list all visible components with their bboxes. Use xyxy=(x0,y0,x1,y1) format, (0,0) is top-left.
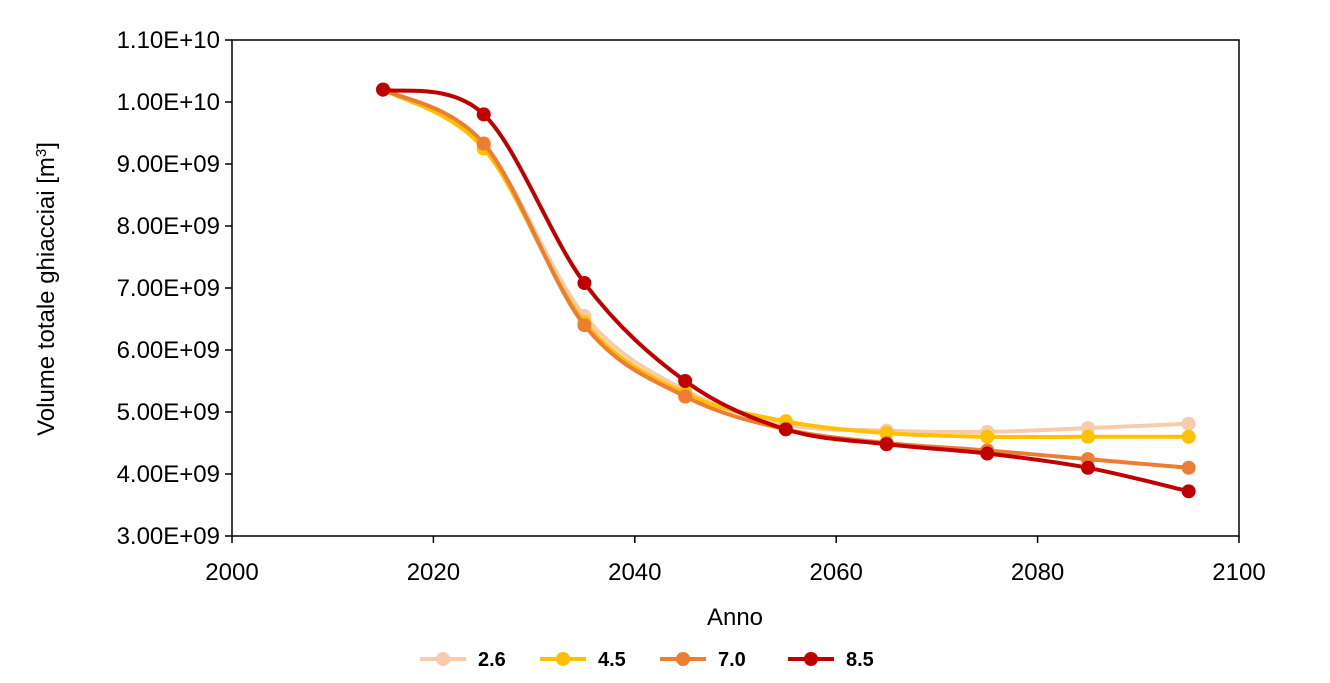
y-tick-label: 7.00E+09 xyxy=(117,275,220,302)
legend-item: 2.6 xyxy=(420,649,506,671)
data-point xyxy=(1181,460,1196,475)
x-tick-label: 2060 xyxy=(810,559,863,586)
series-line xyxy=(381,87,1191,470)
y-axis-title: Volume totale ghiacciai [m3] xyxy=(33,142,61,436)
y-tick-label: 4.00E+09 xyxy=(117,461,220,488)
legend-item: 8.5 xyxy=(788,649,874,671)
y-tick-label: 5.00E+09 xyxy=(117,399,220,426)
y-tick-label: 9.00E+09 xyxy=(117,151,220,178)
legend-swatch-marker xyxy=(556,652,570,666)
series-4.5 xyxy=(376,82,1196,444)
y-axis-ticks: 3.00E+09 4.00E+09 5.00E+09 6.00E+09 7.00E+09… xyxy=(117,27,232,550)
y-axis-title-main: Volume totale ghiacciai [m xyxy=(33,157,60,436)
legend-label: 8.5 xyxy=(846,649,874,671)
legend-swatch-marker xyxy=(804,652,818,666)
data-point xyxy=(980,446,995,461)
data-point xyxy=(476,136,491,151)
x-tick-label: 2020 xyxy=(407,559,460,586)
data-point xyxy=(778,422,793,437)
legend-swatch-marker xyxy=(676,652,690,666)
x-tick-label: 2080 xyxy=(1011,559,1064,586)
data-point xyxy=(1080,429,1095,444)
data-point xyxy=(980,429,995,444)
y-axis-title-close: ] xyxy=(33,142,60,149)
y-tick-label: 6.00E+09 xyxy=(117,337,220,364)
y-tick-label: 1.00E+10 xyxy=(117,89,220,116)
data-point xyxy=(879,426,894,441)
legend-item: 4.5 xyxy=(540,649,626,671)
data-point xyxy=(678,374,693,388)
x-axis-title: Anno xyxy=(707,604,763,631)
data-point xyxy=(577,276,592,291)
legend-item: 7.0 xyxy=(660,649,746,671)
y-axis-title-superscript: 3 xyxy=(33,149,50,157)
data-point xyxy=(879,437,894,452)
data-point xyxy=(476,107,491,122)
legend: 2.6 4.5 7.0 8.5 xyxy=(420,649,874,671)
data-point xyxy=(1181,416,1196,431)
legend-label: 7.0 xyxy=(718,649,746,671)
data-point xyxy=(577,318,592,333)
series-8.5 xyxy=(376,82,1196,499)
legend-label: 4.5 xyxy=(598,649,626,671)
x-tick-label: 2040 xyxy=(608,559,661,586)
data-point xyxy=(678,389,693,404)
x-tick-label: 2100 xyxy=(1212,559,1265,586)
data-point xyxy=(1080,460,1095,475)
legend-swatch-marker xyxy=(436,652,450,666)
y-tick-label: 1.10E+10 xyxy=(117,27,220,54)
legend-label: 2.6 xyxy=(478,649,506,671)
x-axis-ticks: 2000 2020 2040 2060 2080 2100 xyxy=(205,536,1266,586)
y-tick-label: 3.00E+09 xyxy=(117,523,220,550)
x-tick-label: 2000 xyxy=(205,559,258,586)
data-point xyxy=(376,82,391,97)
data-point xyxy=(1181,484,1196,499)
series-layer xyxy=(376,82,1196,499)
y-tick-label: 8.00E+09 xyxy=(117,213,220,240)
data-point xyxy=(1181,429,1196,444)
series-line xyxy=(381,87,1191,494)
